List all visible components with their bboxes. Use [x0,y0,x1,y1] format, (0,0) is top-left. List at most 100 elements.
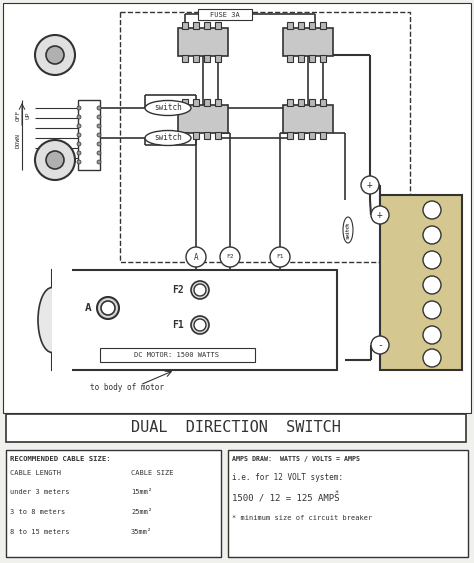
Bar [215,22,221,29]
Text: FUSE 3A: FUSE 3A [210,12,240,18]
Text: +: + [367,180,373,190]
Bar [287,99,293,106]
Ellipse shape [343,217,353,243]
Bar [78,100,100,170]
Circle shape [97,106,101,110]
Bar [298,55,304,62]
Text: 35mm²: 35mm² [131,529,152,535]
Bar [320,132,326,139]
Text: A: A [85,303,91,313]
Bar [287,22,293,29]
Circle shape [361,176,379,194]
Text: +: + [377,210,383,220]
Bar [298,132,304,139]
Text: DUAL  DIRECTION  SWITCH: DUAL DIRECTION SWITCH [131,421,341,436]
Bar [287,132,293,139]
Circle shape [194,319,206,331]
Text: DC MOTOR: 1500 WATTS: DC MOTOR: 1500 WATTS [135,352,219,358]
Circle shape [423,226,441,244]
Text: to body of motor: to body of motor [90,383,164,392]
Text: * minimum size of circuit breaker: * minimum size of circuit breaker [232,515,372,521]
Bar [193,55,199,62]
Ellipse shape [145,131,191,145]
Bar [309,99,315,106]
Bar [193,132,199,139]
Bar [309,132,315,139]
Circle shape [194,284,206,296]
Circle shape [77,106,81,110]
Bar [204,132,210,139]
Text: AMPS DRAW:  WATTS / VOLTS = AMPS: AMPS DRAW: WATTS / VOLTS = AMPS [232,456,360,462]
Text: switch: switch [154,104,182,113]
Bar [320,99,326,106]
Circle shape [97,124,101,128]
Bar [283,28,333,56]
Circle shape [77,160,81,164]
Bar [182,55,188,62]
Ellipse shape [191,316,209,334]
Text: switch: switch [346,221,350,239]
Text: 25mm²: 25mm² [131,509,152,515]
Circle shape [220,247,240,267]
Circle shape [97,151,101,155]
Bar [204,55,210,62]
Text: RECOMMENDED CABLE SIZE:: RECOMMENDED CABLE SIZE: [10,456,110,462]
Bar [204,22,210,29]
Ellipse shape [97,297,119,319]
Text: F2: F2 [172,285,184,295]
Text: i.e. for 12 VOLT system:: i.e. for 12 VOLT system: [232,473,343,482]
Circle shape [423,349,441,367]
Bar [283,105,333,133]
Circle shape [46,151,64,169]
Text: F1: F1 [172,320,184,330]
Text: F2: F2 [226,254,234,260]
Bar [182,22,188,29]
Text: 15mm²: 15mm² [131,489,152,495]
Bar [182,99,188,106]
Circle shape [97,160,101,164]
Circle shape [423,301,441,319]
Circle shape [97,115,101,119]
Bar [193,22,199,29]
Bar [287,55,293,62]
Bar [120,12,410,262]
Circle shape [101,301,115,315]
Bar [178,28,228,56]
Circle shape [423,326,441,344]
Bar [182,132,188,139]
Bar [193,99,199,106]
Bar [380,195,462,370]
Bar [298,99,304,106]
Text: A: A [194,252,198,261]
Circle shape [371,336,389,354]
Text: 3 to 8 meters: 3 to 8 meters [10,509,65,515]
Text: 1500 / 12 = 125 AMPS: 1500 / 12 = 125 AMPS [232,494,339,503]
Ellipse shape [191,281,209,299]
Bar [100,348,255,362]
Bar [215,132,221,139]
Circle shape [35,140,75,180]
Circle shape [371,206,389,224]
Bar [204,99,210,106]
Bar [228,450,468,557]
Text: CABLE LENGTH: CABLE LENGTH [10,470,61,476]
Circle shape [97,142,101,146]
Bar [298,22,304,29]
Bar [3,3,471,413]
Bar [198,9,252,20]
Text: CABLE SIZE: CABLE SIZE [131,470,173,476]
Bar [178,105,228,133]
Text: -: - [377,340,383,350]
Circle shape [423,276,441,294]
Text: 8 to 15 meters: 8 to 15 meters [10,529,70,535]
Circle shape [186,247,206,267]
Bar [309,55,315,62]
Text: under 3 meters: under 3 meters [10,489,70,495]
Ellipse shape [145,101,191,115]
Bar [320,55,326,62]
Text: *: * [334,490,338,496]
Circle shape [270,247,290,267]
Text: UP: UP [26,111,30,119]
Circle shape [77,151,81,155]
Ellipse shape [38,288,66,352]
